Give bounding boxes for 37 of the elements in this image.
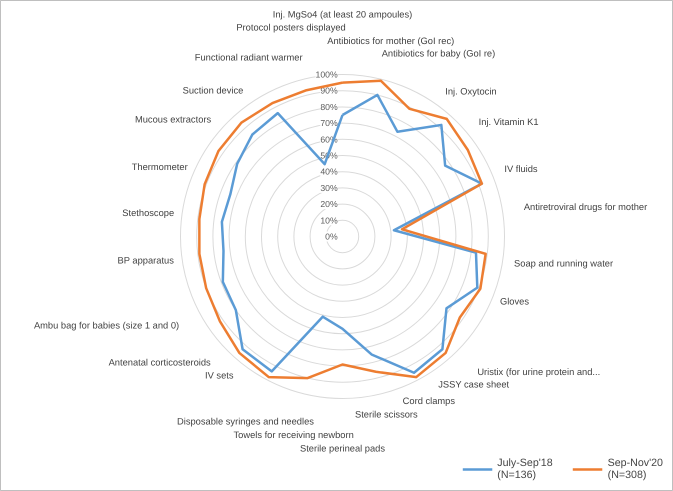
y-tick-label: 20%: [320, 199, 338, 210]
spoke-label: Cord clamps: [402, 396, 456, 406]
spoke-label: Sterile scissors: [354, 409, 418, 420]
spoke-label: Sterile perineal pads: [300, 443, 386, 454]
spoke-label: BP apparatus: [118, 255, 174, 266]
spoke-label: IV fluids: [504, 164, 538, 174]
spoke-label: Stethoscope: [122, 208, 174, 218]
y-tick-label: 10%: [320, 215, 338, 226]
spoke-label: Disposable syringes and needles: [177, 416, 314, 426]
spoke-label: Antibiotics for mother (GoI rec): [327, 36, 454, 46]
spoke-label: Antiretroviral drugs for mother: [524, 202, 648, 212]
spoke-label: Towels for receiving newborn: [233, 430, 354, 440]
y-tick-label: 0%: [325, 232, 338, 242]
spoke-label: Suction device: [182, 85, 244, 96]
legend-label: July-Sep'18 (N=136): [497, 457, 553, 481]
spoke-label: Gloves: [500, 296, 530, 307]
spoke-label: Uristix (for urine protein and...: [477, 366, 600, 377]
y-tick-label: 90%: [320, 86, 338, 96]
spoke-label: IV sets: [205, 370, 234, 381]
y-tick-label: 40%: [320, 166, 338, 177]
spoke-label: Inj. Oxytocin: [445, 86, 497, 97]
spoke-label: Functional radiant warmer: [194, 52, 303, 63]
y-tick-label: 80%: [320, 102, 338, 112]
y-tick-label: 100%: [316, 70, 338, 80]
spoke-label: Inj. Vitamin K1: [478, 116, 539, 127]
y-tick-label: 30%: [320, 182, 338, 193]
legend-label: Sep-Nov'20 (N=308): [608, 457, 663, 481]
spoke-label: Inj. MgSo4 (at least 20 ampoules): [272, 10, 412, 20]
spoke-label: Thermometer: [132, 162, 188, 172]
spoke-label: Mucous extractors: [134, 114, 212, 125]
y-tick-label: 70%: [320, 118, 338, 128]
spoke-label: Ambu bag for babies (size 1 and 0): [34, 320, 180, 330]
spoke-label: Antenatal corticosteroids: [108, 358, 212, 368]
spoke-label: Antibiotics for baby (GoI re): [382, 48, 496, 59]
spoke-label: JSSY case sheet: [438, 380, 510, 390]
spoke-label: Protocol posters displayed: [236, 22, 346, 33]
spoke-label: Soap and running water: [514, 258, 614, 268]
